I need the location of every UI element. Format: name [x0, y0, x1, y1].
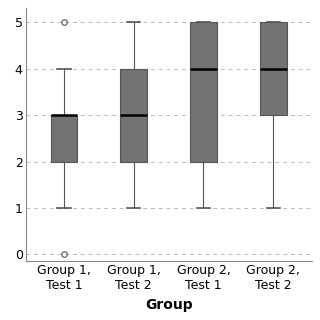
PathPatch shape: [51, 115, 77, 162]
PathPatch shape: [120, 69, 147, 162]
PathPatch shape: [260, 22, 286, 115]
X-axis label: Group: Group: [145, 298, 192, 312]
PathPatch shape: [190, 22, 217, 162]
